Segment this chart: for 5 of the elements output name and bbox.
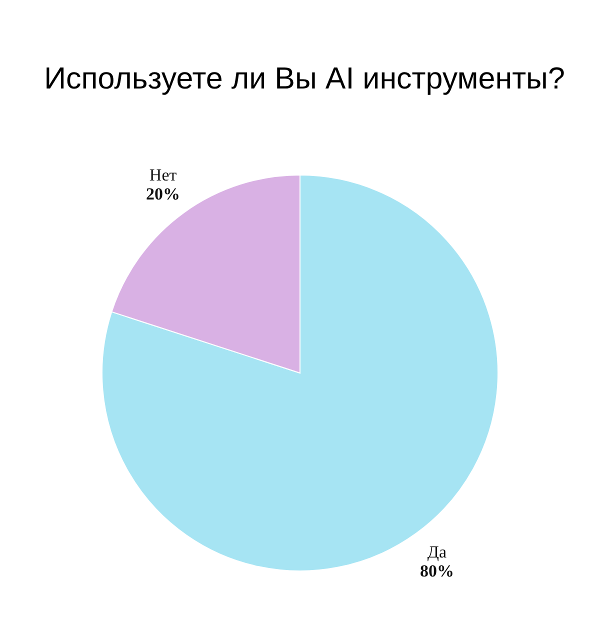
data-label: 80% (420, 562, 454, 580)
slice-label: Да (427, 542, 447, 562)
data-label: 20% (146, 184, 180, 204)
chart-title: Используете ли Вы AI инструменты? (44, 62, 565, 96)
slice-label: Нет (149, 166, 178, 184)
